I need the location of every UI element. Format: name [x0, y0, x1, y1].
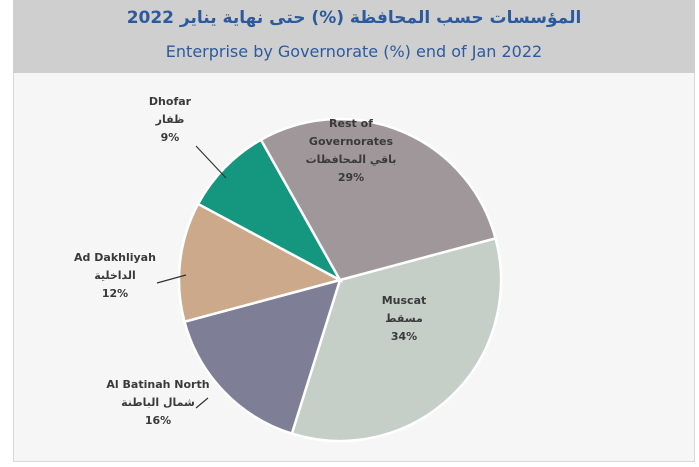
pie-slice-ad-dakhliyah — [177, 202, 344, 324]
leader-line-ad-dakhliyah — [156, 274, 187, 284]
pie-slice-muscat — [290, 236, 503, 443]
slice-label-name-ar-al-batinah-north: شمال الباطنة — [121, 396, 195, 409]
slice-label-name-rest-of-governorates: Governorates — [309, 135, 394, 148]
slice-label-name-ar-ad-dakhliyah: الداخلية — [94, 269, 136, 282]
pie-slice-al-batinah-north — [182, 278, 342, 436]
pie-slice-rest-of-governorates — [259, 117, 498, 282]
chart-title: Enterprise by Governorate (%) end of Jan… — [165, 42, 543, 61]
pie-slice-dhofar — [196, 138, 344, 284]
slice-label-name-muscat: Muscat — [382, 294, 427, 307]
slice-label-value-muscat: 34% — [391, 330, 417, 343]
slice-label-name-al-batinah-north: Al Batinah North — [106, 378, 209, 391]
chart-title-arabic: المؤسسات حسب المحافظة (%) حتى نهاية يناي… — [126, 8, 582, 28]
slice-label-name-ar-dhofar: ظفار — [155, 113, 185, 126]
slice-label-name-ad-dakhliyah: Ad Dakhliyah — [74, 251, 156, 264]
slice-label-name-dhofar: Dhofar — [149, 95, 192, 108]
slice-label-name-ar-rest-of-governorates: باقي المحافظات — [306, 153, 397, 166]
slice-label-value-rest-of-governorates: 29% — [338, 171, 364, 184]
slice-label-name-ar-muscat: مسقط — [385, 312, 423, 325]
slice-label-value-al-batinah-north: 16% — [145, 414, 171, 427]
leader-line-al-batinah-north — [195, 397, 209, 409]
chart-header: المؤسسات حسب المحافظة (%) حتى نهاية يناي… — [13, 0, 695, 73]
slice-label-value-dhofar: 9% — [161, 131, 180, 144]
slice-label-name-rest-of-governorates: Rest of — [329, 117, 373, 130]
leader-line-dhofar — [195, 145, 227, 179]
slice-label-value-ad-dakhliyah: 12% — [102, 287, 128, 300]
